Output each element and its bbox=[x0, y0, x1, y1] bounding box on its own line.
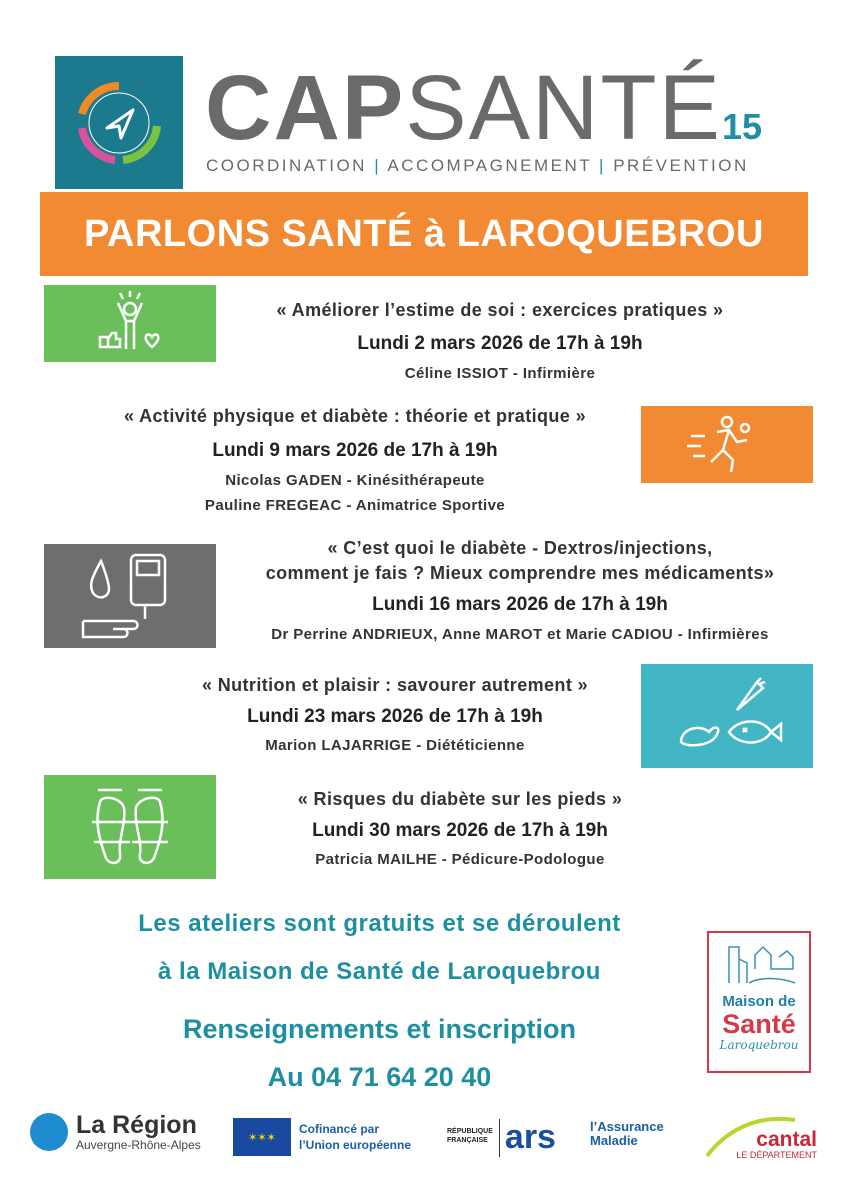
session-3: « C’est quoi le diabète - Dextros/inject… bbox=[265, 538, 775, 643]
session-5: « Risques du diabète sur les pieds » Lun… bbox=[297, 789, 623, 868]
feet-icon bbox=[44, 775, 216, 879]
brand-title: CAPSANTÉ15 bbox=[205, 57, 763, 159]
tagline: COORDINATION | ACCOMPAGNEMENT | PRÉVENTI… bbox=[206, 156, 749, 175]
phone-number: Au 04 71 64 20 40 bbox=[267, 1062, 492, 1092]
ars-logo: RÉPUBLIQUE FRANÇAISE ars bbox=[447, 1118, 556, 1157]
cantal-logo: cantal LE DÉPARTEMENT bbox=[705, 1112, 817, 1160]
runners-icon bbox=[641, 406, 813, 483]
maison-sante-logo: Maison de Santé Laroquebrou bbox=[707, 931, 811, 1073]
capsante-logo-icon bbox=[55, 56, 183, 189]
session-1: « Améliorer l’estime de soi : exercices … bbox=[276, 300, 724, 382]
region-logo: La Région Auvergne-Rhône-Alpes bbox=[30, 1112, 201, 1152]
info-line-2: à la Maison de Santé de Laroquebrou bbox=[158, 958, 601, 985]
region-icon bbox=[30, 1113, 68, 1151]
food-icon bbox=[641, 664, 813, 768]
glucose-meter-icon bbox=[44, 544, 216, 648]
eu-logo: ✶✶✶ Cofinancé par l’Union européenne bbox=[233, 1118, 411, 1156]
self-esteem-icon bbox=[44, 285, 216, 362]
session-4: « Nutrition et plaisir : savourer autrem… bbox=[201, 675, 589, 754]
assurance-maladie-logo: l’Assurance Maladie bbox=[590, 1119, 664, 1148]
eu-flag-icon: ✶✶✶ bbox=[233, 1118, 291, 1156]
contact-heading: Renseignements et inscription bbox=[182, 1014, 577, 1044]
session-2: « Activité physique et diabète : théorie… bbox=[123, 406, 587, 514]
info-line-1: Les ateliers sont gratuits et se déroule… bbox=[138, 910, 621, 937]
event-banner: PARLONS SANTÉ à LAROQUEBROU bbox=[40, 192, 808, 276]
